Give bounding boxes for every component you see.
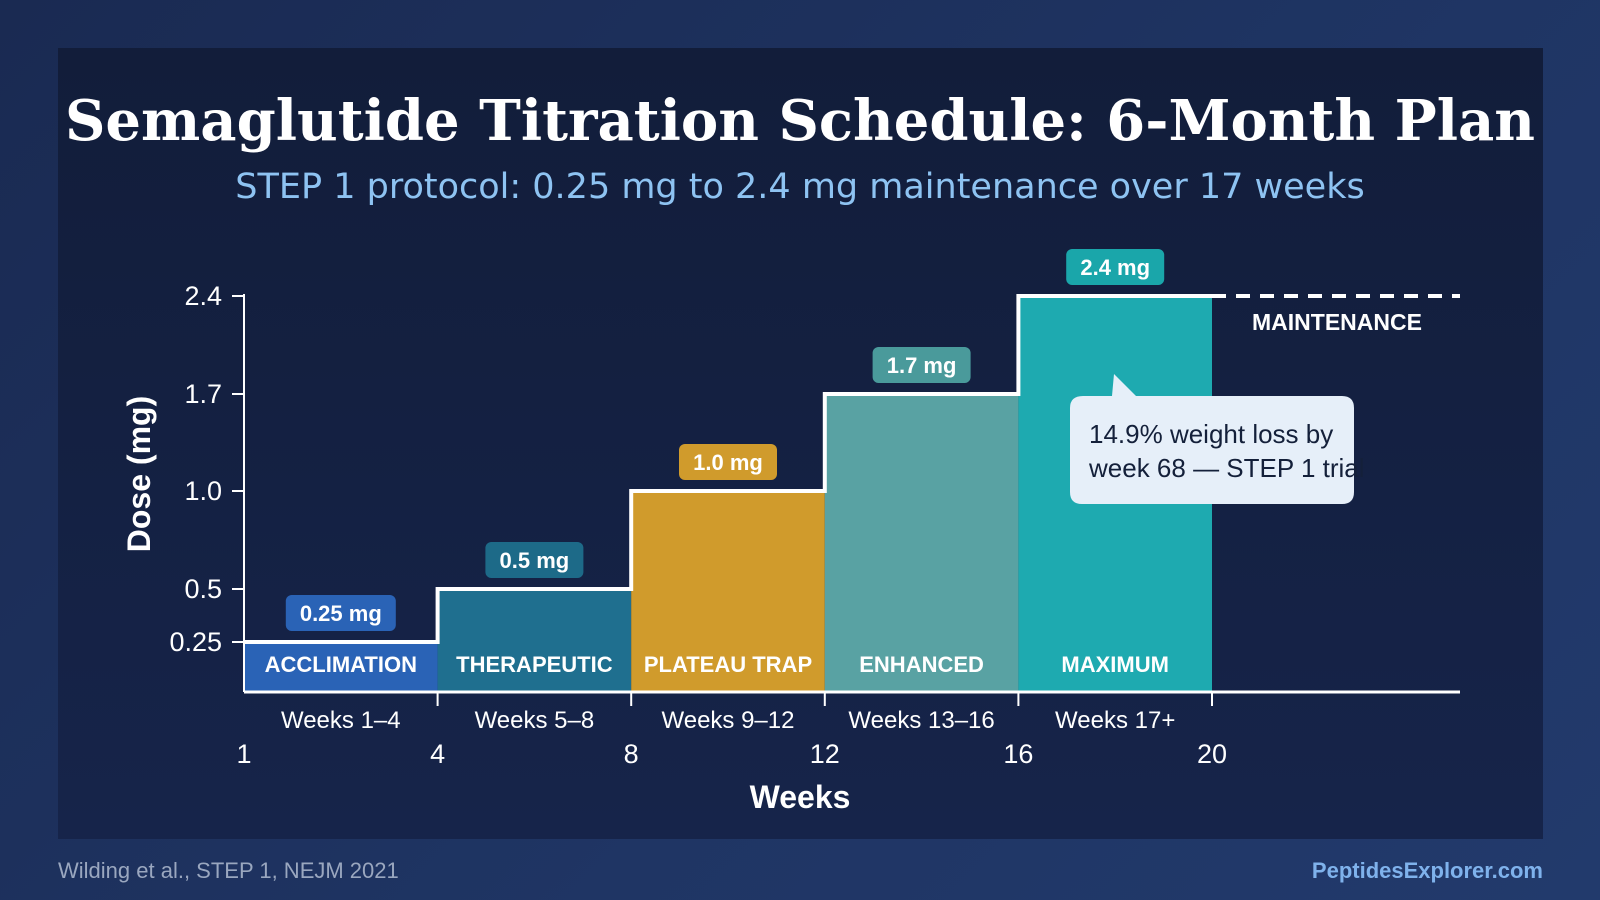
x-tick-label: 12 [810,739,840,769]
x-tick-label: 16 [1003,739,1033,769]
bar-therapeutic [437,589,632,692]
dose-badge [872,347,971,383]
chart-subtitle: STEP 1 protocol: 0.25 mg to 2.4 mg maint… [235,167,1364,207]
y-tick-label: 1.0 [184,476,222,506]
x-tick-label: 8 [624,739,639,769]
x-tick-label: 20 [1197,739,1227,769]
y-tick-label: 2.4 [184,281,222,311]
stage-label: ENHANCED [859,652,984,677]
x-axis-label: Weeks [750,779,851,815]
stage-label: THERAPEUTIC [456,652,613,677]
callout-line-2: week 68 — STEP 1 trial [1088,453,1365,483]
period-label: Weeks 5–8 [475,707,595,734]
x-tick-label: 4 [430,739,445,769]
source-citation: Wilding et al., STEP 1, NEJM 2021 [58,858,399,883]
dose-step-line [244,294,1212,644]
dose-badge [285,595,396,631]
callout-box [1070,374,1354,504]
maintenance-label: MAINTENANCE [1252,309,1422,335]
stage-label: MAXIMUM [1061,652,1169,677]
x-tick-label: 1 [236,739,251,769]
annotation-callout: 14.9% weight loss by week 68 — STEP 1 tr… [1070,374,1365,504]
callout-line-1: 14.9% weight loss by [1089,419,1333,449]
bar-plateau-trap [631,491,825,692]
dose-badge [679,444,777,480]
dose-badge-label: 1.0 mg [693,450,763,475]
dose-badge-label: 0.25 mg [300,601,382,626]
dose-badge [485,542,584,578]
bar-acclimation [244,642,438,692]
y-tick-label: 1.7 [184,379,222,409]
dose-badge-label: 2.4 mg [1080,255,1150,280]
period-label: Weeks 13–16 [848,707,994,734]
period-label: Weeks 17+ [1055,707,1175,734]
bars-layer: ACCLIMATION 0.25 mg THERAPEUTIC 0.5 mg PLATE… [244,249,1460,692]
y-tick-label: 0.25 [169,627,222,657]
stage-label: PLATEAU TRAP [644,652,812,677]
chart-title: Semaglutide Titration Schedule: 6-Month … [65,88,1535,154]
y-axis-label: Dose (mg) [121,396,157,552]
brand-link[interactable]: PeptidesExplorer.com [1312,858,1543,883]
period-label: Weeks 1–4 [281,707,401,734]
period-label: Weeks 9–12 [662,707,795,734]
stage-label: ACCLIMATION [265,652,417,677]
dose-badge [1066,249,1165,285]
dose-badge-label: 0.5 mg [500,548,570,573]
y-tick-label: 0.5 [184,574,222,604]
axes-layer: Weeks 1–4 Weeks 5–8 Weeks 9–12 Weeks 13–16 W… [169,281,1460,769]
bar-enhanced [824,394,1019,692]
dose-badge-label: 1.7 mg [887,353,957,378]
